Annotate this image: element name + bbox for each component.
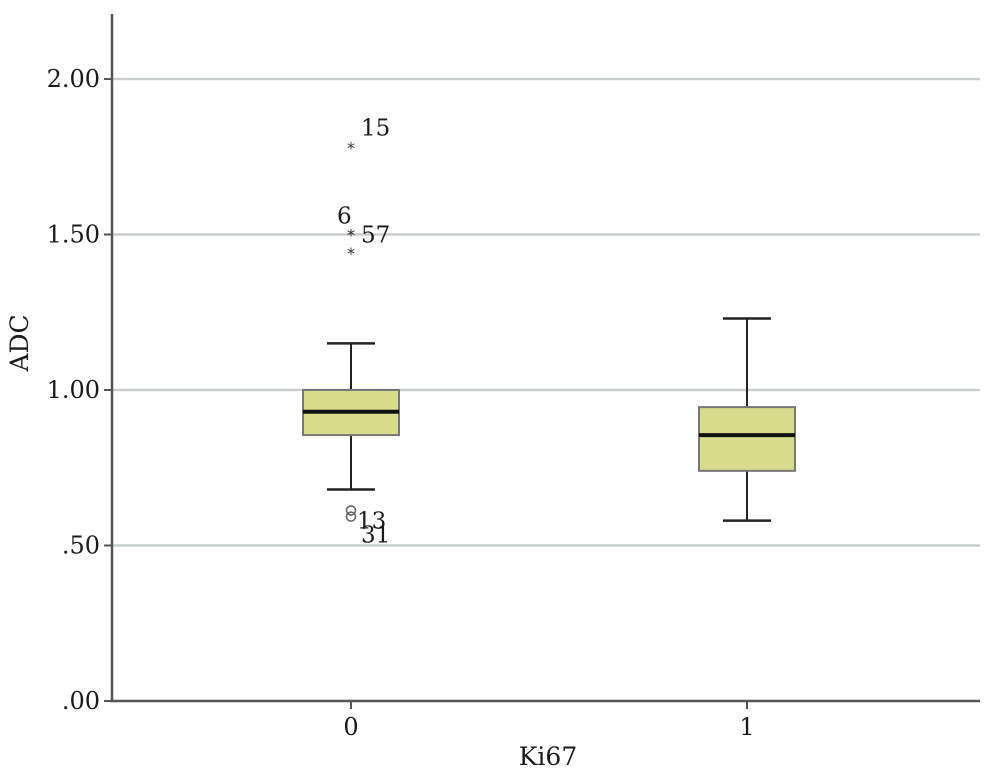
- iqr-box: [698, 406, 796, 472]
- y-tick-label: .50: [62, 532, 100, 560]
- y-tick-label: 2.00: [47, 65, 100, 93]
- x-tick-label: 0: [343, 713, 358, 741]
- outlier-label: 31: [361, 523, 390, 549]
- outlier-star: *: [347, 226, 355, 245]
- outlier-star: *: [347, 226, 355, 245]
- outlier-circle: [345, 511, 357, 522]
- x-tick-label: 1: [739, 713, 754, 741]
- outlier-label: 13: [357, 508, 386, 534]
- outlier-label: 15: [361, 115, 390, 141]
- y-axis-ticks: .00 .50 1.00 1.50 2.00: [47, 65, 112, 715]
- x-axis-title: Ki67: [519, 742, 577, 771]
- box-group: [698, 317, 796, 522]
- y-tick-label: 1.00: [47, 376, 100, 404]
- outlier-label: 57: [361, 223, 390, 249]
- gridlines: [112, 77, 980, 547]
- outlier-circle: [345, 505, 357, 516]
- outlier-star: *: [347, 244, 355, 263]
- y-tick-label: .00: [62, 687, 100, 715]
- y-tick-label: 1.50: [47, 221, 100, 249]
- outlier-star: *: [347, 138, 355, 157]
- outlier-label: 6: [337, 204, 352, 230]
- y-axis-title: ADC: [5, 314, 34, 372]
